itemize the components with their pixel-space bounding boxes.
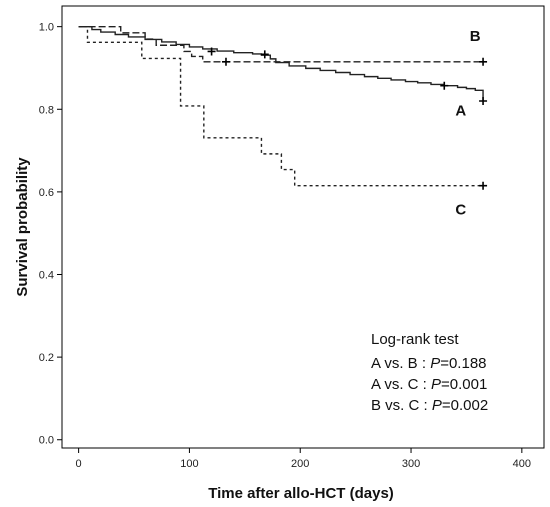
x-tick-label: 0 <box>76 458 82 470</box>
y-tick-label: 0.0 <box>39 435 54 447</box>
series-layer <box>78 25 488 190</box>
curve-label-a: A <box>455 102 466 119</box>
survival-curve-b <box>78 25 484 63</box>
logrank-line-bc: B vs. C : P=0.002 <box>371 397 488 414</box>
x-tick-label: 300 <box>402 458 420 470</box>
x-tick-label: 100 <box>180 458 198 470</box>
curve-label-c: C <box>455 202 466 219</box>
logrank-line-ab-value: =0.188 <box>440 355 486 372</box>
y-tick-label: 0.8 <box>39 104 54 116</box>
series-c <box>78 25 488 190</box>
logrank-line-bc-value: =0.002 <box>442 397 488 414</box>
x-tick-label: 200 <box>291 458 309 470</box>
logrank-line-ac-value: =0.001 <box>441 376 487 393</box>
x-axis-ticks: 0 100 200 300 400 <box>76 448 531 470</box>
censor-mark <box>479 181 488 190</box>
logrank-title: Log-rank test <box>371 331 459 348</box>
y-tick-label: 0.6 <box>39 187 54 199</box>
y-axis-ticks: 0.0 0.2 0.4 0.6 0.8 1.0 <box>39 22 62 447</box>
y-tick-label: 0.4 <box>39 270 54 282</box>
y-axis-title: Survival probability <box>14 157 31 297</box>
logrank-line-ac-prefix: A vs. C : <box>371 376 431 393</box>
plot-area <box>61 5 545 449</box>
censor-mark <box>221 57 230 66</box>
logrank-line-ac: A vs. C : P=0.001 <box>371 376 487 393</box>
curve-label-b: B <box>470 28 481 45</box>
logrank-line-bc-p: P <box>432 397 442 414</box>
censor-mark <box>207 47 216 56</box>
censor-mark <box>479 97 488 106</box>
logrank-line-ab-p: P <box>430 355 440 372</box>
logrank-line-ab: A vs. B : P=0.188 <box>371 355 487 372</box>
series-b <box>78 25 488 66</box>
curve-labels: B A C <box>455 28 480 218</box>
censor-mark <box>260 50 269 59</box>
logrank-line-ac-p: P <box>431 376 441 393</box>
censor-mark <box>440 81 449 90</box>
logrank-line-bc-prefix: B vs. C : <box>371 397 432 414</box>
y-tick-label: 1.0 <box>39 22 54 34</box>
x-tick-label: 400 <box>513 458 531 470</box>
censor-mark <box>479 57 488 66</box>
logrank-line-ab-prefix: A vs. B : <box>371 355 430 372</box>
logrank-annotation: Log-rank test A vs. B : P=0.188 A vs. C … <box>371 331 488 414</box>
x-axis-title: Time after allo-HCT (days) <box>208 485 394 502</box>
y-tick-label: 0.2 <box>39 352 54 364</box>
